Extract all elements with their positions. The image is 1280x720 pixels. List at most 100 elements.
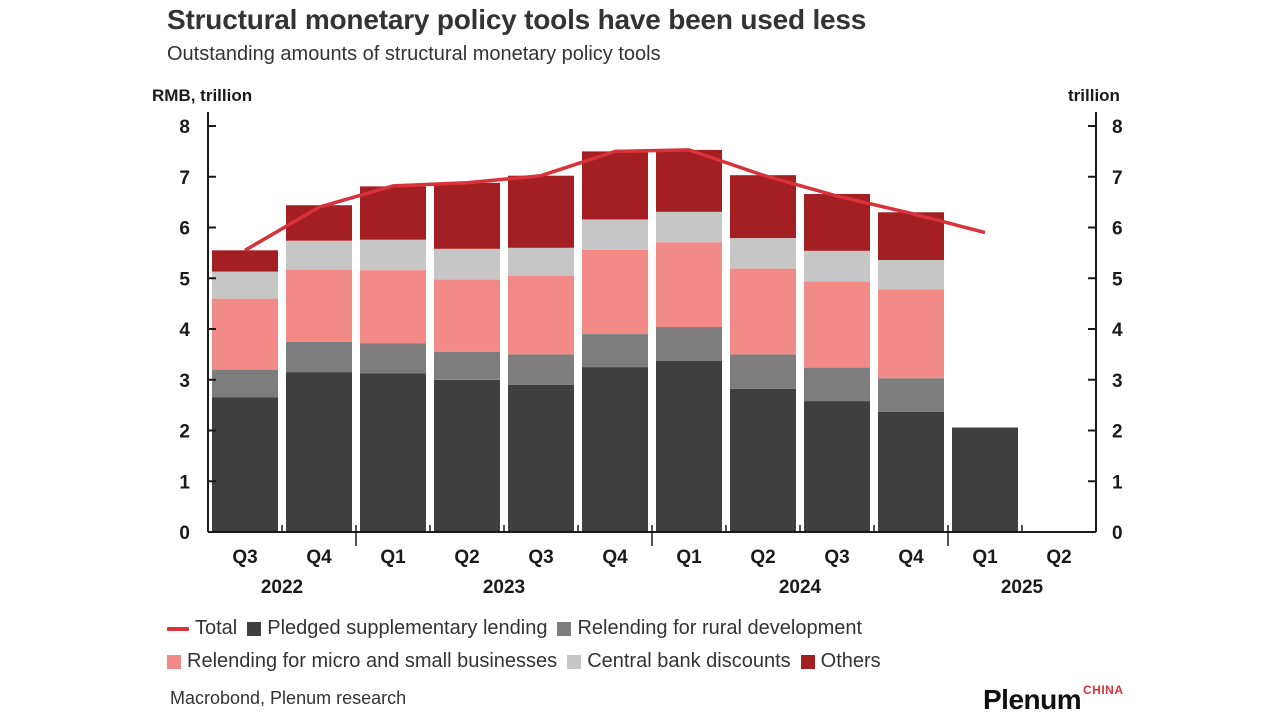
legend-item-psl: Pledged supplementary lending [247, 617, 547, 640]
bar-rural-8 [804, 367, 870, 402]
legend-item-total: Total [167, 617, 237, 640]
bar-discounts-5 [582, 219, 648, 250]
chart-title: Structural monetary policy tools have be… [167, 4, 867, 35]
bar-discounts-9 [878, 260, 944, 290]
y-tick-label-right-6: 6 [1112, 219, 1123, 240]
plenum-logo-tag: CHINA [1083, 683, 1124, 697]
bar-rural-3 [434, 351, 500, 380]
bar-discounts-4 [508, 247, 574, 276]
x-tick-label-10: Q1 [972, 547, 998, 568]
bar-others-0 [212, 250, 278, 272]
y-tick-label-left-5: 5 [179, 269, 190, 290]
x-tick-label-5: Q4 [602, 547, 628, 568]
x-tick-label-1: Q4 [306, 547, 332, 568]
y-tick-label-right-1: 1 [1112, 472, 1123, 493]
legend-label-micro: Relending for micro and small businesses [187, 650, 558, 672]
legend-row-1: Total Pledged supplementary lending Rele… [167, 617, 872, 640]
bar-rural-2 [360, 343, 426, 374]
y-tick-label-left-2: 2 [179, 422, 190, 443]
bar-rural-9 [878, 378, 944, 412]
x-tick-label-8: Q3 [824, 547, 849, 568]
bar-micro-9 [878, 289, 944, 379]
year-label-2024: 2024 [779, 577, 822, 598]
bar-others-1 [286, 205, 352, 241]
bar-rural-0 [212, 369, 278, 398]
legend-swatch-micro [167, 654, 181, 669]
bar-micro-5 [582, 249, 648, 334]
legend-label-psl: Pledged supplementary lending [267, 617, 548, 639]
bar-rural-6 [656, 327, 722, 361]
bar-discounts-2 [360, 239, 426, 271]
bar-psl-2 [360, 373, 426, 532]
x-tick-label-9: Q4 [898, 547, 924, 568]
x-tick-label-3: Q2 [454, 547, 479, 568]
y-tick-label-left-0: 0 [179, 523, 190, 544]
bar-discounts-3 [434, 248, 500, 280]
bar-others-5 [582, 151, 648, 220]
bar-psl-5 [582, 367, 648, 532]
right-axis-unit: trillion [1068, 86, 1120, 105]
x-tick-label-7: Q2 [750, 547, 775, 568]
legend-label-total: Total [195, 617, 238, 639]
bar-psl-4 [508, 384, 574, 532]
bar-micro-3 [434, 279, 500, 352]
bar-psl-0 [212, 397, 278, 532]
year-label-2023: 2023 [483, 577, 525, 598]
bar-micro-2 [360, 270, 426, 344]
bar-micro-6 [656, 242, 722, 327]
bar-others-3 [434, 182, 500, 249]
bar-micro-8 [804, 281, 870, 368]
bar-psl-9 [878, 411, 944, 532]
legend-item-discounts: Central bank discounts [567, 650, 791, 673]
bar-psl-10 [952, 427, 1018, 532]
bar-rural-5 [582, 334, 648, 368]
bar-rural-1 [286, 341, 352, 373]
legend-label-others: Others [820, 650, 881, 672]
y-tick-label-right-5: 5 [1112, 269, 1123, 290]
y-tick-label-right-7: 7 [1112, 168, 1123, 189]
left-axis-unit: RMB, trillion [152, 86, 253, 105]
chart-subtitle: Outstanding amounts of structural moneta… [167, 43, 661, 65]
x-tick-label-2: Q1 [380, 547, 406, 568]
legend-item-micro: Relending for micro and small businesses [167, 650, 557, 673]
legend-swatch-discounts [567, 654, 582, 669]
y-tick-label-left-4: 4 [179, 320, 190, 341]
y-tick-label-left-1: 1 [179, 472, 190, 493]
legend-swatch-total [167, 626, 189, 631]
bar-others-2 [360, 186, 426, 240]
bar-discounts-7 [730, 238, 796, 269]
y-tick-label-right-8: 8 [1112, 117, 1123, 138]
y-tick-label-left-8: 8 [179, 117, 190, 138]
bar-micro-0 [212, 298, 278, 370]
source-note: Macrobond, Plenum research [170, 688, 407, 708]
legend-swatch-others [800, 654, 815, 669]
bar-micro-4 [508, 275, 574, 355]
bar-discounts-8 [804, 250, 870, 282]
legend-item-rural: Relending for rural development [557, 617, 862, 640]
y-tick-label-right-0: 0 [1112, 523, 1123, 544]
plenum-logo: Plenum [983, 684, 1082, 715]
y-tick-label-left-6: 6 [179, 219, 190, 240]
y-tick-label-right-3: 3 [1112, 371, 1123, 392]
bar-others-7 [730, 175, 796, 239]
bar-psl-6 [656, 361, 722, 532]
x-tick-label-6: Q1 [676, 547, 702, 568]
total-line [244, 148, 986, 252]
x-tick-label-4: Q3 [528, 547, 553, 568]
x-tick-label-0: Q3 [232, 547, 257, 568]
legend-item-others: Others [800, 650, 881, 673]
bar-rural-4 [508, 354, 574, 385]
bar-psl-1 [286, 372, 352, 532]
legend-row-2: Relending for micro and small businesses… [167, 650, 891, 673]
bar-psl-8 [804, 401, 870, 532]
y-tick-label-right-4: 4 [1112, 320, 1123, 341]
legend-swatch-rural [557, 621, 572, 636]
y-tick-label-left-3: 3 [179, 371, 190, 392]
bar-discounts-1 [286, 240, 352, 270]
bar-psl-7 [730, 388, 796, 532]
bar-others-4 [508, 175, 574, 248]
bar-micro-1 [286, 269, 352, 342]
bar-rural-7 [730, 354, 796, 389]
year-label-2022: 2022 [261, 577, 303, 598]
